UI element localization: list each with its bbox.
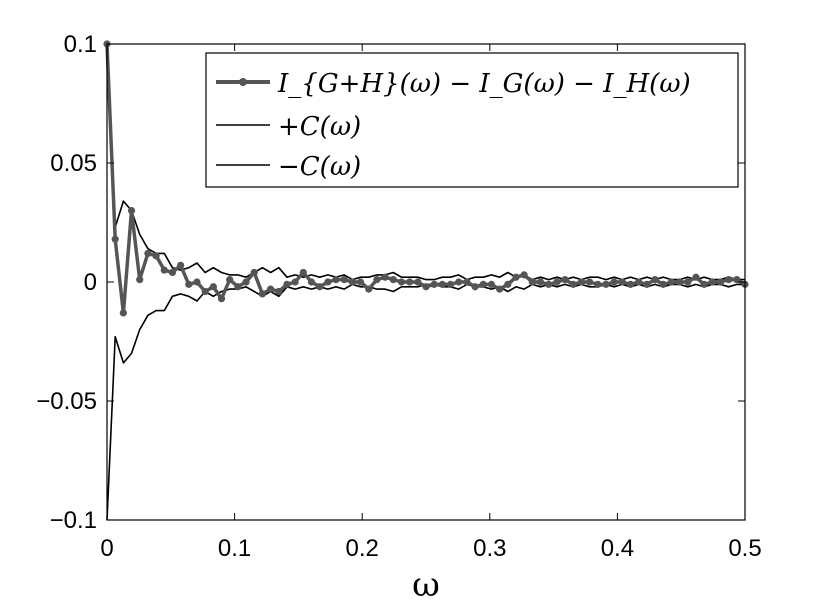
series-1-point — [193, 278, 201, 286]
series-1-point — [504, 280, 512, 288]
series-1-point — [708, 278, 716, 286]
series-1-point — [422, 283, 430, 291]
x-tick-label: 0 — [100, 535, 113, 562]
series-1-point — [160, 266, 168, 274]
series-1-point — [406, 278, 414, 286]
series-1-point — [242, 278, 250, 286]
series-1-point — [716, 278, 725, 286]
series-1-point — [659, 280, 667, 288]
series-1-point — [520, 271, 528, 279]
series-1-point — [512, 273, 520, 281]
x-tick-label: 0.1 — [218, 535, 251, 562]
series-1-point — [635, 278, 643, 286]
series-1-point — [250, 268, 258, 277]
series-1-point — [446, 280, 455, 288]
series-1-point — [258, 290, 267, 298]
series-1-point — [185, 280, 193, 288]
series-1-point — [700, 280, 708, 288]
series-1-point — [610, 278, 618, 286]
series-1-point — [275, 287, 283, 296]
series-1-point — [397, 278, 406, 286]
series-1-point — [496, 285, 504, 293]
legend-marker-series-1 — [239, 78, 247, 86]
y-tick-label: −0.05 — [36, 388, 97, 415]
series-1-point — [487, 280, 496, 288]
series-1-point — [365, 285, 373, 293]
series-1-point — [553, 278, 561, 286]
series-1-point — [168, 268, 177, 277]
axis-layer: 0 0.1 0.2 0.3 0.4 0.5 0.1 0.05 0 −0.05 −0.1 — [36, 31, 761, 562]
series-1-point — [299, 268, 307, 277]
series-1-point — [545, 280, 553, 288]
series-1-point — [675, 278, 684, 286]
legend-box — [205, 52, 739, 188]
series-1-point — [127, 207, 136, 215]
series-1-point — [373, 276, 381, 284]
series-1-point — [479, 280, 487, 288]
series-1-point — [201, 287, 209, 296]
series-1-point — [119, 309, 127, 317]
series-1-point — [684, 278, 692, 286]
series-1-point — [340, 276, 348, 284]
series-1-point — [602, 280, 610, 288]
series-1-point — [136, 276, 144, 284]
series-1-point — [585, 278, 594, 286]
series-1-point — [463, 278, 471, 286]
series-1-point — [594, 280, 602, 288]
series-1-point — [414, 278, 422, 286]
series-1-point — [307, 278, 316, 286]
series-layer — [103, 40, 749, 521]
series-1-point — [111, 235, 119, 243]
legend-label-series-3: −C(ω) — [278, 152, 361, 182]
series-1-point — [217, 295, 226, 303]
series-1-point — [651, 276, 659, 284]
series-1-point — [577, 278, 586, 286]
series-1-point — [226, 276, 234, 284]
series-1-point — [283, 280, 291, 288]
series-1-point — [324, 278, 332, 286]
series-1-point — [332, 276, 340, 284]
series-1-point — [536, 278, 545, 286]
series-1-point — [618, 278, 626, 286]
series-1-point — [569, 280, 577, 288]
series-1-point — [471, 283, 479, 291]
series-1-point — [209, 283, 217, 291]
legend: I_{G+H}(ω) − I_G(ω) − I_H(ω) +C(ω) −C(ω) — [205, 52, 739, 188]
series-1-point — [152, 252, 160, 260]
y-tick-label: 0.05 — [50, 150, 97, 177]
series-1-point — [626, 280, 635, 288]
x-tick-label: 0.4 — [601, 535, 634, 562]
legend-label-series-1: I_{G+H}(ω) − I_G(ω) − I_H(ω) — [277, 69, 691, 99]
y-tick-label: −0.1 — [50, 507, 97, 534]
series-1-point — [356, 278, 365, 286]
x-tick-label: 0.2 — [346, 535, 379, 562]
series-1-point — [725, 276, 733, 284]
y-tick-label: 0 — [84, 269, 97, 296]
legend-label-series-2: +C(ω) — [278, 112, 361, 142]
x-tick-label: 0.5 — [728, 535, 761, 562]
x-tick-label: 0.3 — [473, 535, 506, 562]
series-1-point — [266, 285, 275, 293]
series-1-point — [643, 280, 651, 288]
series-1-point — [438, 280, 446, 288]
series-1-point — [667, 278, 675, 286]
series-1-point — [144, 249, 152, 258]
series-1-point — [561, 276, 569, 284]
series-1-point — [430, 280, 438, 288]
series-1-point — [234, 283, 242, 291]
series-1-point — [455, 278, 463, 286]
series-1-point — [316, 283, 324, 291]
series-1-point — [291, 278, 299, 286]
series-1-point — [177, 261, 185, 269]
series-1-point — [389, 276, 397, 284]
y-tick-label: 0.1 — [64, 31, 97, 58]
series-1-point — [528, 278, 536, 286]
x-axis-label: ω — [412, 565, 440, 605]
series-1-point — [348, 278, 356, 286]
series-1-point — [692, 273, 700, 281]
series-1-point — [381, 273, 389, 281]
series-1-point — [733, 276, 741, 284]
